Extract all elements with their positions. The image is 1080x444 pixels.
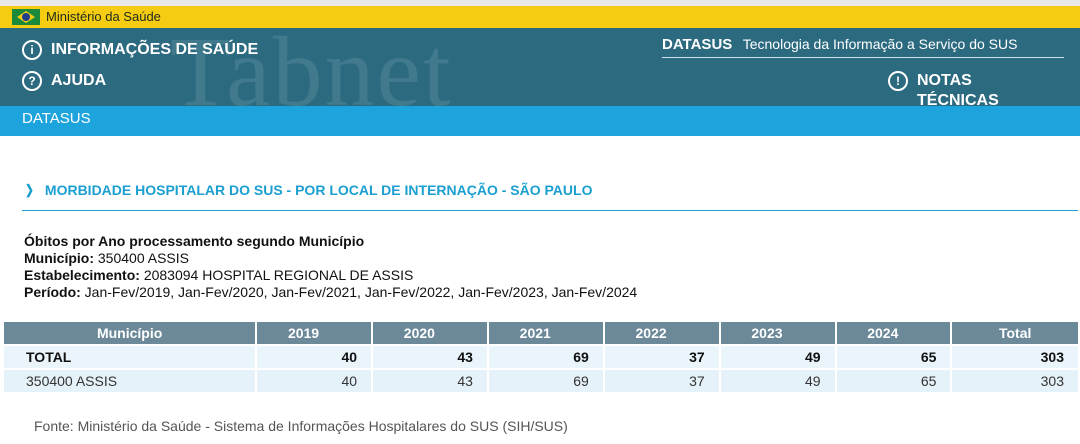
section-title-text: MORBIDADE HOSPITALAR DO SUS - POR LOCAL … (44, 182, 593, 198)
column-header: Total (950, 320, 1080, 346)
table-cell: 40 (255, 344, 374, 370)
nav-informacoes-label: INFORMAÇÕES DE SAÚDE (51, 41, 259, 58)
top-strip (0, 0, 1080, 6)
report-heading: Óbitos por Ano processamento segundo Mun… (24, 233, 365, 249)
alert-icon: ! (888, 71, 908, 91)
table-cell: 43 (371, 344, 489, 370)
column-header: 2023 (718, 320, 837, 346)
nav-notas-tecnicas[interactable]: ! NOTAS TÉCNICAS (888, 71, 1027, 106)
datasus-tagline: Tecnologia da Informação a Serviço do SU… (742, 36, 1018, 52)
nav-ajuda-label: AJUDA (51, 72, 107, 89)
ministry-link[interactable]: Ministério da Saúde (46, 9, 161, 24)
table-cell: 49 (718, 368, 837, 394)
table-cell: 69 (486, 368, 605, 394)
datasus-brand-name: DATASUS (662, 36, 733, 53)
question-icon: ? (22, 71, 42, 91)
nav-notas-label: NOTAS TÉCNICAS (917, 72, 999, 106)
column-header: 2020 (371, 320, 489, 346)
breadcrumb-datasus[interactable]: DATASUS (22, 110, 91, 127)
table-header-row: Município 2019 2020 2021 2022 2023 2024 … (1, 320, 1080, 346)
source-note: Fonte: Ministério da Saúde - Sistema de … (34, 418, 568, 434)
results-table: Município 2019 2020 2021 2022 2023 2024 … (1, 320, 1080, 394)
periodo-value: Jan-Fev/2019, Jan-Fev/2020, Jan-Fev/2021… (84, 284, 638, 300)
chevron-right-icon: ❯ (25, 182, 34, 197)
column-header: 2019 (255, 320, 374, 346)
periodo-label: Período: (24, 284, 81, 300)
nav-informacoes-saude[interactable]: i INFORMAÇÕES DE SAÚDE (22, 40, 258, 60)
table-cell: 65 (834, 344, 953, 370)
estabelecimento-value: 2083094 HOSPITAL REGIONAL DE ASSIS (143, 267, 414, 283)
section-divider (22, 210, 1078, 211)
table-cell: 65 (834, 368, 953, 394)
table-cell: TOTAL (1, 344, 258, 370)
table-cell: 350400 ASSIS (1, 368, 258, 394)
breadcrumb-bar: DATASUS (0, 106, 1080, 136)
table-row: 350400 ASSIS 40 43 69 37 49 65 303 (1, 368, 1080, 394)
section-title: ❯ MORBIDADE HOSPITALAR DO SUS - POR LOCA… (24, 182, 592, 198)
site-header: Tabnet i INFORMAÇÕES DE SAÚDE ? AJUDA DA… (0, 28, 1080, 106)
table-cell: 37 (602, 368, 721, 394)
column-header: 2021 (486, 320, 605, 346)
table-cell: 43 (371, 368, 489, 394)
tabnet-watermark: Tabnet (170, 28, 453, 106)
report-meta: Óbitos por Ano processamento segundo Mun… (24, 233, 637, 301)
estabelecimento-label: Estabelecimento: (24, 267, 140, 283)
table-cell: 49 (718, 344, 837, 370)
table-row-total: TOTAL 40 43 69 37 49 65 303 (1, 344, 1080, 370)
column-header: 2022 (602, 320, 721, 346)
nav-ajuda[interactable]: ? AJUDA (22, 71, 106, 91)
info-icon: i (22, 40, 42, 60)
government-bar: Ministério da Saúde (0, 6, 1080, 28)
municipio-label: Município: (24, 250, 94, 266)
table-cell: 40 (255, 368, 374, 394)
column-header: Município (1, 320, 258, 346)
column-header: 2024 (834, 320, 953, 346)
table-cell: 303 (950, 368, 1080, 394)
municipio-value: 350400 ASSIS (97, 250, 189, 266)
table-cell: 303 (950, 344, 1080, 370)
table-cell: 69 (486, 344, 605, 370)
table-cell: 37 (602, 344, 721, 370)
datasus-brand[interactable]: DATASUS Tecnologia da Informação a Servi… (662, 36, 1064, 58)
brazil-flag-icon (12, 9, 40, 25)
